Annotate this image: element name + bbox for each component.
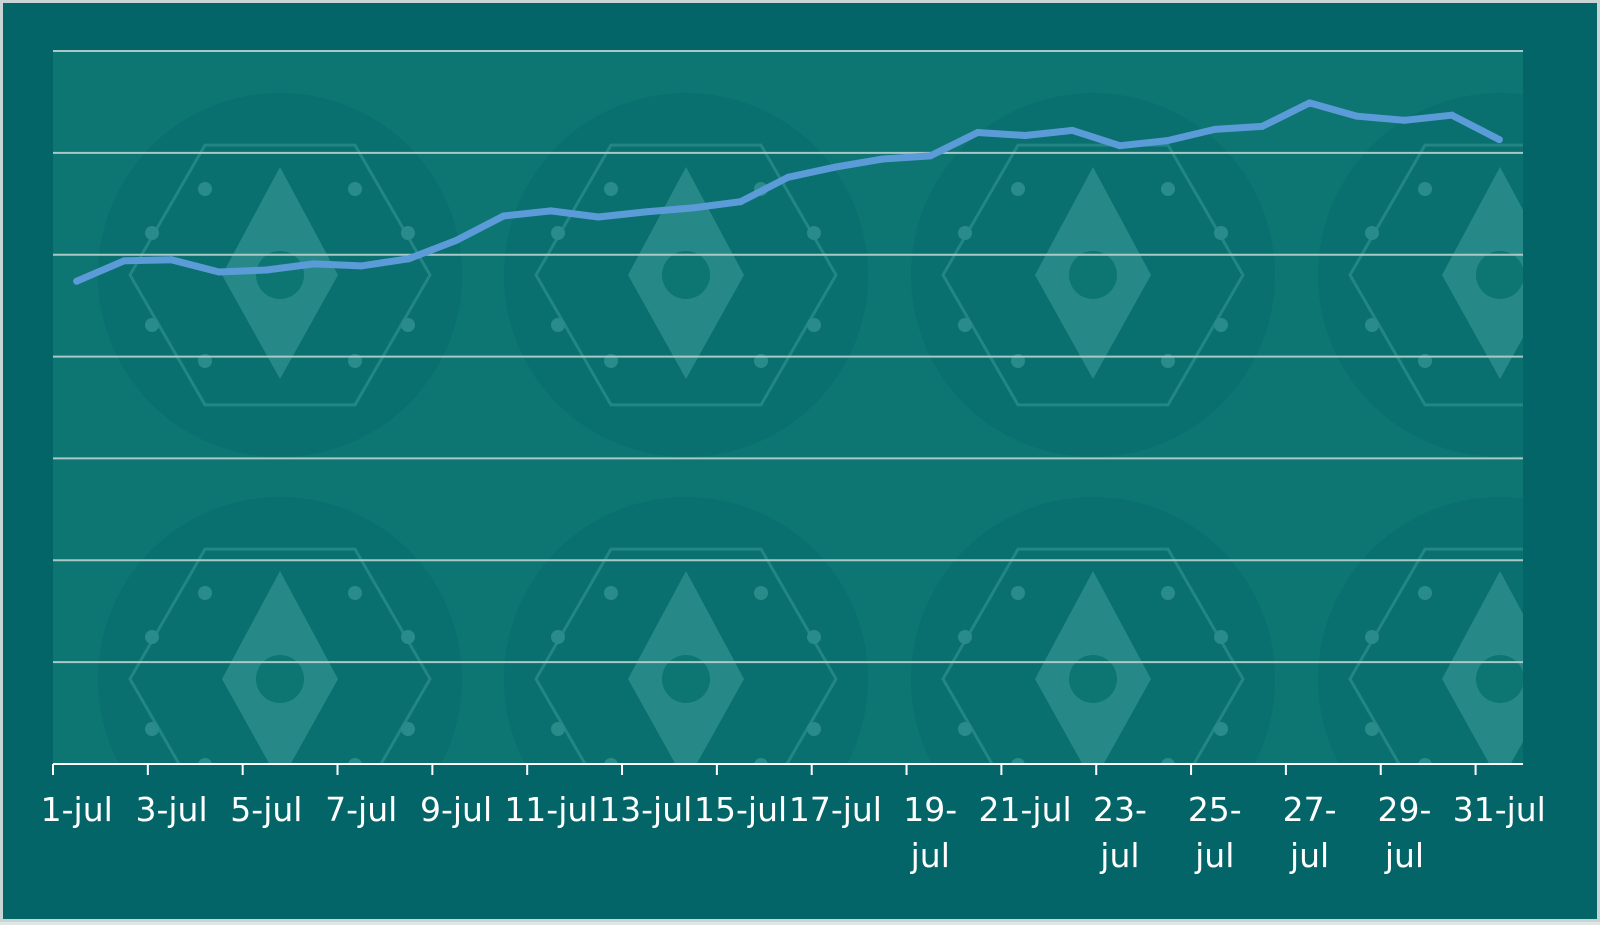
data-point bbox=[168, 256, 176, 264]
data-point bbox=[1069, 126, 1077, 134]
watermark-icon bbox=[504, 497, 868, 764]
watermark-icon bbox=[504, 93, 868, 457]
series-layer bbox=[73, 99, 1503, 285]
data-point bbox=[831, 163, 839, 171]
x-tick-label: 21-jul bbox=[979, 790, 1072, 829]
line-chart: 1-jul 3-jul 5-jul 7-jul 9-jul 11-jul 13-jul 15-… bbox=[41, 50, 1546, 875]
data-point bbox=[1353, 112, 1361, 120]
data-point bbox=[1400, 116, 1408, 124]
data-point bbox=[1163, 137, 1171, 145]
data-point bbox=[262, 266, 270, 274]
x-tick-label: 5-jul bbox=[230, 790, 302, 829]
x-tick-label: 13-jul bbox=[599, 790, 692, 829]
data-point bbox=[879, 155, 887, 163]
data-point bbox=[120, 257, 128, 265]
data-point bbox=[452, 236, 460, 244]
data-point bbox=[73, 277, 81, 285]
data-point bbox=[215, 268, 223, 276]
data-point bbox=[1495, 136, 1503, 144]
watermark-icon bbox=[1318, 93, 1523, 457]
data-point bbox=[974, 128, 982, 136]
x-tick-label: 9-jul bbox=[420, 790, 492, 829]
watermark-icon bbox=[98, 497, 462, 764]
watermark-layer bbox=[98, 93, 1523, 764]
x-tick-label: 19-jul bbox=[903, 790, 957, 875]
data-point bbox=[784, 173, 792, 181]
data-point bbox=[926, 152, 934, 160]
gridlines bbox=[53, 50, 1523, 664]
data-point bbox=[310, 260, 318, 268]
x-axis bbox=[52, 763, 1523, 775]
data-point bbox=[689, 204, 697, 212]
x-tick-label: 1-jul bbox=[41, 790, 113, 829]
x-tick-label: 29-jul bbox=[1377, 790, 1431, 875]
watermark-icon bbox=[1318, 497, 1523, 764]
data-point bbox=[1306, 99, 1314, 107]
data-point bbox=[1211, 125, 1219, 133]
data-point bbox=[594, 213, 602, 221]
data-point bbox=[1448, 111, 1456, 119]
watermark-icon bbox=[911, 93, 1275, 457]
data-point bbox=[1116, 142, 1124, 150]
x-tick-label: 31-jul bbox=[1453, 790, 1546, 829]
x-tick-label: 23-jul bbox=[1093, 790, 1147, 875]
x-tick-label: 7-jul bbox=[325, 790, 397, 829]
data-point bbox=[405, 255, 413, 263]
data-point bbox=[547, 207, 555, 215]
watermark-icon bbox=[911, 497, 1275, 764]
data-point bbox=[737, 198, 745, 206]
data-point bbox=[357, 262, 365, 270]
x-tick-label: 25-jul bbox=[1188, 790, 1242, 875]
data-point bbox=[1021, 132, 1029, 140]
x-tick-label: 15-jul bbox=[694, 790, 787, 829]
data-point bbox=[642, 208, 650, 216]
data-point bbox=[499, 212, 507, 220]
x-tick-label: 3-jul bbox=[135, 790, 207, 829]
data-point bbox=[1258, 122, 1266, 130]
x-tick-label: 11-jul bbox=[504, 790, 597, 829]
x-tick-label: 27-jul bbox=[1283, 790, 1337, 875]
x-tick-labels: 1-jul 3-jul 5-jul 7-jul 9-jul 11-jul 13-jul 15-… bbox=[41, 790, 1546, 875]
watermark-icon bbox=[98, 93, 462, 457]
x-tick-label: 17-jul bbox=[789, 790, 882, 829]
